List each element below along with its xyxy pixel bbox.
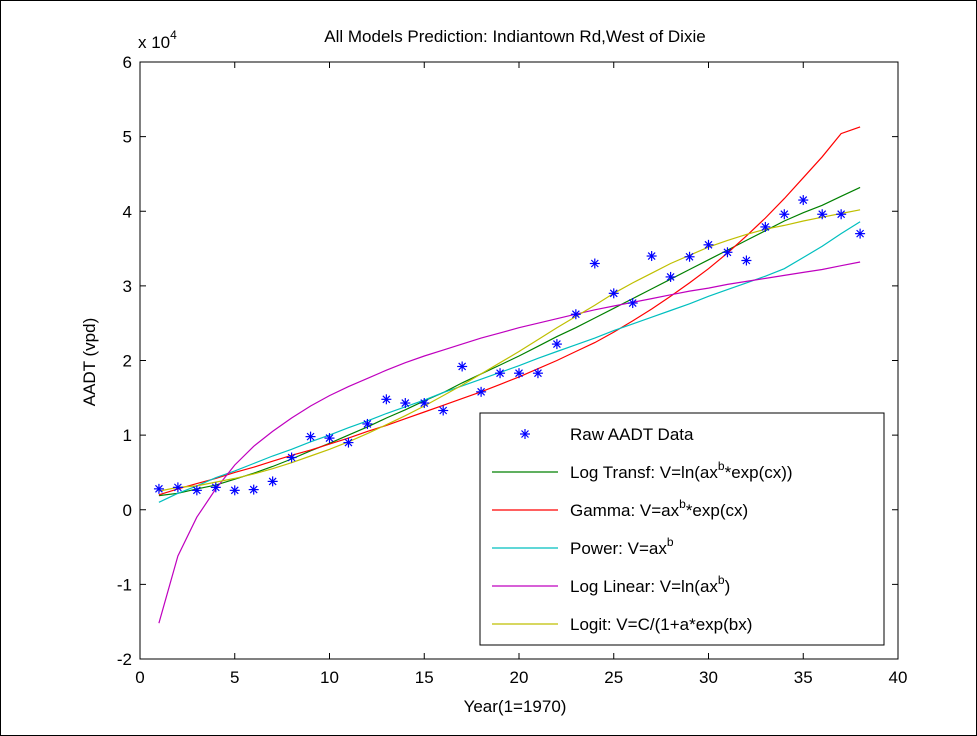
y-tick-label: -1	[117, 575, 132, 594]
x-tick-label: 15	[415, 668, 434, 687]
raw-data-points	[153, 195, 866, 496]
raw-data-point	[532, 368, 543, 379]
y-tick-label: 5	[123, 128, 132, 147]
series-line-4	[158, 261, 861, 624]
legend-label-2: Gamma: V=axb*exp(cx)	[570, 497, 748, 520]
x-tick-label: 0	[135, 668, 144, 687]
x-tick-label: 30	[699, 668, 718, 687]
raw-data-point	[665, 271, 676, 282]
raw-data-point	[210, 482, 221, 493]
raw-data-point	[684, 251, 695, 262]
raw-data-point	[267, 476, 278, 487]
series-line-2	[158, 126, 861, 496]
raw-data-point	[381, 394, 392, 405]
y-multiplier-exponent: 4	[170, 28, 177, 42]
raw-data-point	[248, 484, 259, 495]
raw-data-point	[153, 483, 164, 494]
raw-data-point	[419, 398, 430, 409]
series-line-5	[158, 209, 861, 492]
x-tick-label: 10	[320, 668, 339, 687]
legend-box	[479, 412, 885, 646]
raw-data-point	[817, 209, 828, 220]
legend-label-1: Log Transf: V=ln(axb*exp(cx))	[570, 459, 793, 482]
raw-data-point	[608, 288, 619, 299]
raw-data-point	[798, 195, 809, 206]
legend-label-4: Log Linear: V=ln(axb)	[570, 573, 730, 596]
x-tick-label: 25	[604, 668, 623, 687]
raw-data-point	[741, 255, 752, 266]
y-multiplier-base: x 10	[138, 33, 170, 52]
y-tick-label: 2	[123, 352, 132, 371]
raw-data-point	[343, 437, 354, 448]
raw-data-point	[551, 339, 562, 350]
raw-data-point	[627, 298, 638, 309]
raw-data-point	[400, 398, 411, 409]
legend: Raw AADT Data Log Transf: V=ln(axb*exp(cx…	[479, 412, 885, 646]
raw-data-point	[495, 368, 506, 379]
y-tick-label: 1	[123, 426, 132, 445]
x-tick-label: 5	[230, 668, 239, 687]
series-line-1	[158, 186, 861, 497]
raw-data-point	[722, 247, 733, 258]
x-axis-label: Year(1=1970)	[464, 697, 567, 716]
raw-data-point	[305, 431, 316, 442]
x-tick-label: 35	[794, 668, 813, 687]
raw-data-point	[438, 405, 449, 416]
raw-data-point	[476, 386, 487, 397]
raw-data-point	[836, 209, 847, 220]
raw-data-point	[172, 482, 183, 493]
y-tick-label: 6	[123, 53, 132, 72]
legend-label-raw: Raw AADT Data	[570, 425, 694, 444]
axis-ticks: 0 5 10 15 20 25 30 35 40 -2 -1 0 1 2 3 4 5 6	[117, 53, 908, 687]
series-lines	[158, 126, 861, 624]
y-tick-label: -2	[117, 650, 132, 669]
y-multiplier: x 104	[138, 28, 177, 52]
raw-data-point	[514, 368, 524, 379]
raw-data-point	[229, 485, 240, 496]
raw-data-point	[324, 433, 335, 444]
x-tick-label: 40	[889, 668, 908, 687]
raw-data-point	[362, 418, 373, 429]
legend-label-3: Power: V=axb	[570, 535, 674, 558]
chart-title: All Models Prediction: Indiantown Rd,Wes…	[324, 27, 705, 46]
raw-data-point	[703, 239, 714, 250]
raw-data-point	[646, 251, 657, 262]
legend-label-5: Logit: V=C/(1+a*exp(bx)	[570, 615, 752, 634]
raw-data-point	[779, 209, 790, 220]
raw-data-point	[570, 309, 581, 320]
y-tick-label: 3	[123, 277, 132, 296]
raw-data-point	[760, 221, 771, 232]
raw-data-point	[855, 228, 866, 239]
y-tick-label: 4	[123, 202, 132, 221]
y-tick-label: 0	[123, 501, 132, 520]
raw-data-point	[589, 258, 600, 269]
raw-data-point	[286, 452, 297, 463]
x-tick-label: 20	[510, 668, 529, 687]
legend-marker-raw	[520, 429, 530, 439]
raw-data-point	[191, 485, 202, 496]
series-line-3	[158, 221, 861, 503]
raw-data-point	[457, 361, 468, 372]
y-axis-label: AADT (vpd)	[80, 318, 99, 407]
